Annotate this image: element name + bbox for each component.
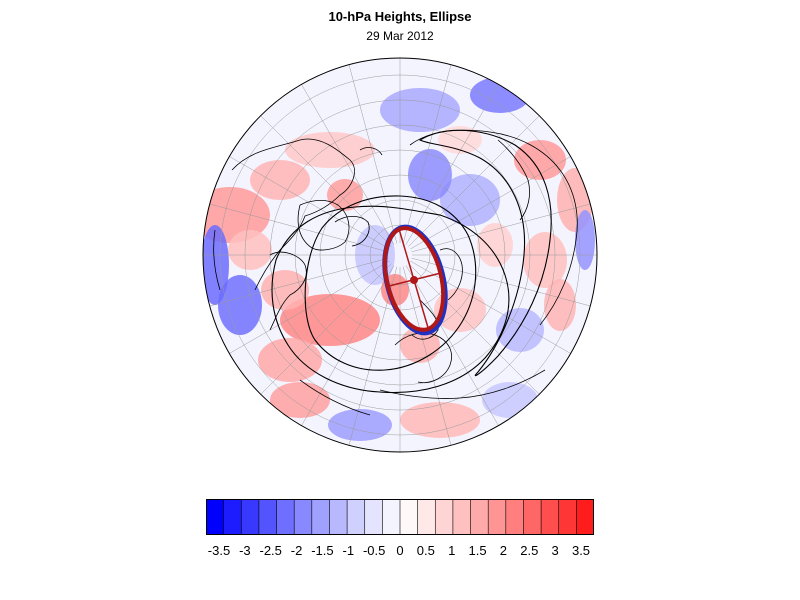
anomaly-patch xyxy=(477,223,513,267)
colorbar-swatch xyxy=(276,499,295,535)
colorbar-tick-label: 3.5 xyxy=(571,543,591,558)
colorbar-swatch xyxy=(452,499,472,535)
colorbar-tick-label: 0.5 xyxy=(416,543,435,558)
ellipse-center xyxy=(410,276,418,284)
anomaly-patch xyxy=(470,77,530,113)
colorbar-tick-label: -1 xyxy=(342,543,355,558)
colorbar-swatch xyxy=(505,499,525,535)
colorbar xyxy=(206,499,594,535)
colorbar-tick-label: 2 xyxy=(499,543,508,558)
colorbar-swatch xyxy=(223,499,242,535)
colorbar-swatch xyxy=(311,499,331,535)
colorbar-swatch xyxy=(417,499,436,535)
anomaly-patch xyxy=(327,179,363,211)
colorbar-swatch xyxy=(329,499,348,535)
anomaly-patch xyxy=(261,270,309,310)
colorbar-swatch xyxy=(382,499,401,535)
anomaly-patch xyxy=(575,210,595,270)
colorbar-swatch xyxy=(576,499,594,535)
colorbar-tick-label: -3 xyxy=(239,543,251,558)
anomaly-patch xyxy=(400,402,480,438)
colorbar-swatch xyxy=(240,499,260,535)
colorbar-tick-label: -2 xyxy=(290,543,303,558)
globe-outline xyxy=(202,57,598,453)
colorbar-tick-label: 2.5 xyxy=(520,543,539,558)
colorbar-swatch xyxy=(434,499,454,535)
colorbar-swatch xyxy=(523,499,542,535)
colorbar-swatch xyxy=(470,499,489,535)
coastlines xyxy=(213,129,578,416)
colorbar-tick-label: 0 xyxy=(396,543,404,558)
anomaly-patch xyxy=(328,409,392,441)
map-subtitle: 29 Mar 2012 xyxy=(366,29,434,43)
colorbar-swatch xyxy=(487,499,507,535)
anomaly-patch xyxy=(408,149,452,201)
colorbar-tick-label: -1.5 xyxy=(311,543,334,558)
anomaly-patch xyxy=(514,140,566,180)
map-title: 10-hPa Heights, Ellipse xyxy=(328,9,472,24)
anomaly-patch xyxy=(218,275,262,335)
anomaly-patch xyxy=(400,327,440,363)
anomaly-patch xyxy=(285,132,375,168)
anomaly-patch xyxy=(440,174,500,226)
height-contours xyxy=(271,129,552,394)
anomaly-patch xyxy=(523,232,567,288)
anomaly-patch xyxy=(544,279,576,331)
vortex-ellipse xyxy=(382,224,448,336)
anomaly-patch xyxy=(258,338,322,382)
colorbar-tick-label: -3.5 xyxy=(207,543,231,558)
colorbar-tick-label: 1.5 xyxy=(468,543,487,558)
colorbar-tick-label: -0.5 xyxy=(362,543,386,558)
graticule xyxy=(203,58,597,452)
colorbar-swatch xyxy=(558,499,577,535)
anomaly-patch xyxy=(250,160,310,200)
colorbar-swatch xyxy=(293,499,313,535)
anomaly-patch xyxy=(228,230,272,270)
anomaly-patch xyxy=(270,382,330,418)
colorbar-swatch xyxy=(346,499,366,535)
colorbar-swatch xyxy=(206,499,225,535)
map-field xyxy=(203,58,597,452)
colorbar-swatch xyxy=(540,499,560,535)
colorbar-swatch xyxy=(399,499,419,535)
colorbar-tick-label: 3 xyxy=(551,543,559,558)
colorbar-swatch xyxy=(258,499,278,535)
colorbar-swatch xyxy=(364,499,383,535)
colorbar-tick-label: 1 xyxy=(448,543,456,558)
colorbar-tick-label: -2.5 xyxy=(259,543,282,558)
